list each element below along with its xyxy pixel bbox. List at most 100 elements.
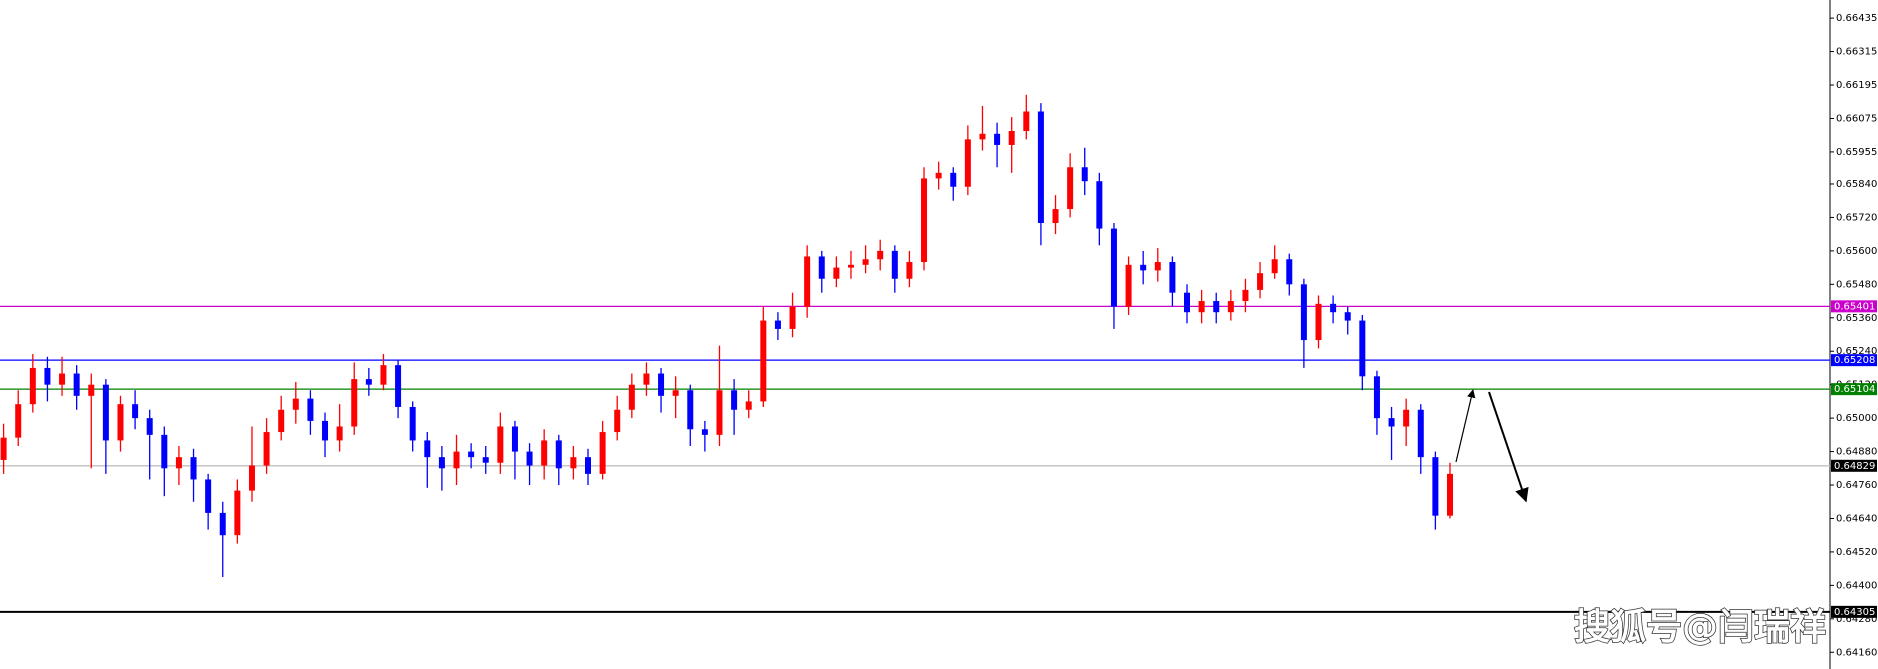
level-label: 0.65104 [1834,384,1875,395]
candle-body [234,490,241,536]
candle-body [570,457,577,469]
candle-body [482,457,489,463]
candle-body [29,367,36,405]
candle-body [1213,301,1220,313]
y-tick-label: 0.66315 [1836,47,1877,58]
candle-body [555,440,562,469]
candle-body [1140,264,1147,271]
level-label-box [1831,383,1877,396]
plot-area [0,94,1830,613]
candle-body [15,404,22,438]
candle-body [526,451,533,466]
candle-body [1096,181,1103,229]
candle-body [1388,418,1395,427]
candle-body [541,440,548,466]
candle-body [658,373,665,396]
candle-body [395,365,402,407]
candle-body [511,426,518,452]
candle-body [818,256,825,279]
level-label-box [1831,459,1877,472]
y-tick-label: 0.65000 [1836,413,1877,424]
candle-body [59,373,66,385]
candle-body [1257,273,1264,290]
candle-body [132,404,139,419]
y-tick-label: 0.65720 [1836,212,1877,223]
y-tick-label: 0.65480 [1836,279,1877,290]
candle-body [278,409,285,433]
candle-body [263,432,270,466]
candle-body [322,420,329,441]
candle-body [102,384,109,441]
candle-body [979,133,986,140]
candle-body [307,398,314,421]
candle-body [804,256,811,307]
candle-body [468,451,475,458]
candle-body [1432,457,1439,516]
level-label: 0.65401 [1834,301,1875,312]
candle-body [73,373,80,396]
y-tick-label: 0.64160 [1836,647,1877,658]
y-tick-label: 0.66435 [1836,13,1877,24]
candle-body [687,390,694,430]
candle-body [789,306,796,329]
candle-body [351,379,358,427]
y-tick-label: 0.64520 [1836,547,1877,558]
candle-body [1169,262,1176,293]
candle-body [438,457,445,469]
candle-body [1154,262,1161,271]
candle-body [1198,301,1205,313]
candle-body [44,367,51,385]
candle-body [745,401,752,410]
candle-body [161,434,168,469]
candle-body [248,465,255,491]
candle-body [409,406,416,441]
candle-body [964,139,971,187]
candle-body [205,479,212,513]
candle-body [701,429,708,435]
candle-body [1315,303,1322,341]
candle-body [424,440,431,458]
candle-body [336,426,343,441]
y-tick-label: 0.66195 [1836,80,1877,91]
candle-body [117,404,124,441]
candle-body [935,172,942,179]
candle-body [906,262,913,279]
candle-body [219,512,226,536]
level-label-box [1831,300,1877,313]
candle-body [921,178,928,263]
candle-body [1081,167,1088,182]
candle-body [614,409,621,433]
y-tick-label: 0.65600 [1836,246,1877,257]
candle-body [497,426,504,463]
candle-body [716,390,723,435]
y-tick-label: 0.65240 [1836,346,1877,357]
candle-body [847,264,854,268]
candle-body [380,365,387,385]
candle-body [292,398,299,410]
watermark: 搜狐号@闫瑞祥 [1574,607,1826,648]
candle-body [1008,131,1015,145]
candle-body [1271,259,1278,274]
candle-body [950,172,957,187]
candle-body [1125,264,1132,307]
candle-body [453,451,460,469]
candle-body [1403,409,1410,427]
candle-body [862,259,869,265]
candle-body [1037,111,1044,223]
y-tick-label: 0.65360 [1836,313,1877,324]
candle-body [994,133,1001,145]
candle-body [833,267,840,279]
level-label: 0.65208 [1834,355,1875,366]
candle-body [365,379,372,385]
axis-labels: 0.66435 0.66315 0.66195 0.66075 0.65955 0.658… [1830,13,1877,658]
y-tick-label: 0.64880 [1836,447,1877,458]
candle-body [146,418,153,435]
candle-body [643,373,650,385]
candle-body [774,320,781,329]
candle-body [175,457,182,469]
y-tick-label: 0.66075 [1836,113,1877,124]
level-label: 0.64305 [1834,607,1875,618]
candle-body [0,437,7,460]
candle-body [1052,209,1059,223]
